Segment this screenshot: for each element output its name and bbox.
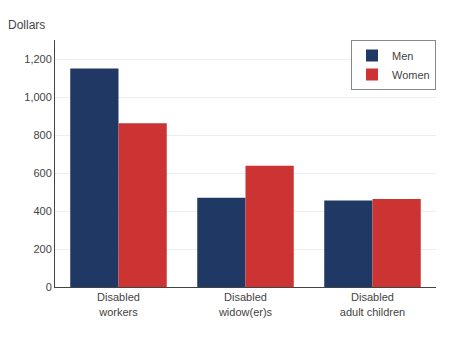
- svg-text:600: 600: [33, 167, 51, 179]
- svg-text:1,000: 1,000: [24, 91, 52, 103]
- svg-text:Men: Men: [392, 50, 413, 62]
- svg-text:Dollars: Dollars: [8, 18, 45, 32]
- svg-text:Disabledadult children: Disabledadult children: [340, 291, 405, 317]
- svg-text:Disabledwidow(er)s: Disabledwidow(er)s: [218, 291, 273, 317]
- svg-text:0: 0: [46, 281, 52, 293]
- svg-text:200: 200: [33, 243, 51, 255]
- svg-text:Women: Women: [392, 69, 430, 81]
- svg-text:Disabledworkers: Disabledworkers: [97, 291, 140, 317]
- svg-text:400: 400: [33, 205, 51, 217]
- svg-text:1,200: 1,200: [24, 53, 52, 65]
- svg-text:800: 800: [33, 129, 51, 141]
